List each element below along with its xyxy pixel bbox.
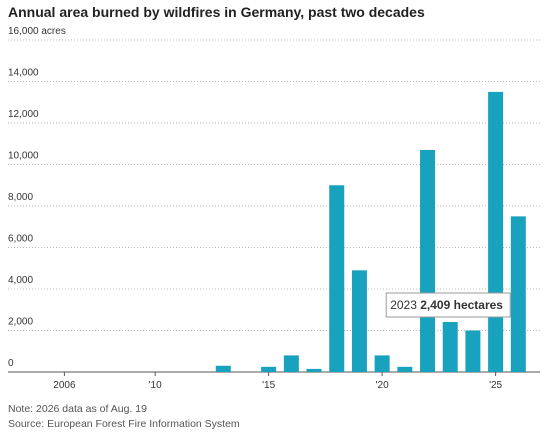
y-tick-label: 6,000 [8, 234, 33, 245]
bar [283, 355, 299, 372]
bar [351, 270, 367, 372]
bar [261, 366, 277, 372]
x-tick-label: '25 [489, 380, 502, 391]
bar [465, 330, 481, 372]
y-tick-label: 8,000 [8, 192, 33, 203]
bar [420, 149, 436, 372]
bar [397, 366, 413, 372]
bar [329, 185, 345, 372]
y-tick-label: 12,000 [8, 109, 39, 120]
source: Source: European Forest Fire Information… [8, 418, 240, 430]
bar [374, 355, 390, 372]
bar [510, 216, 526, 372]
bar [442, 322, 458, 372]
bar [488, 91, 504, 372]
x-tick-label: '15 [262, 380, 275, 391]
x-tick-label: '10 [149, 380, 162, 391]
y-tick-label: 0 [8, 358, 14, 369]
y-tick-label: 2,000 [8, 317, 33, 328]
tooltip-value: 2,409 hectares [420, 298, 503, 312]
y-tick-label: 10,000 [8, 151, 39, 162]
x-tick-label: 2006 [53, 380, 76, 391]
y-tick-label: 4,000 [8, 275, 33, 286]
y-tick-label: 16,000 acres [8, 26, 66, 37]
bar [215, 365, 231, 372]
x-tick-label: '20 [376, 380, 389, 391]
tooltip-text: 2023 2,409 hectares [390, 298, 503, 312]
note: Note: 2026 data as of Aug. 19 [8, 403, 147, 415]
bar [306, 368, 322, 372]
y-tick-label: 14,000 [8, 68, 39, 79]
tooltip: 2023 2,409 hectares [385, 292, 511, 318]
chart-title: Annual area burned by wildfires in Germa… [8, 4, 425, 20]
tooltip-box [385, 292, 511, 318]
tooltip-year: 2023 [390, 298, 417, 312]
